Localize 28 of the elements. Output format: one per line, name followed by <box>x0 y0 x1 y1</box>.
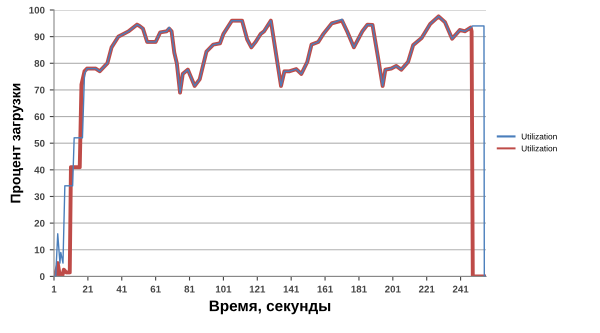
y-tick-label: 60 <box>34 113 45 120</box>
y-tick-label: 20 <box>34 220 45 227</box>
y-tick-label: 0 <box>40 273 45 280</box>
y-tick-label: 10 <box>34 246 45 254</box>
x-tick-label: 161 <box>318 286 333 293</box>
x-tick-label: 21 <box>82 286 94 292</box>
y-axis-title: Процент загрузки <box>10 84 24 203</box>
x-tick-label: 221 <box>418 286 435 292</box>
x-tick-label: 41 <box>116 286 127 292</box>
y-tick-label: 40 <box>34 166 45 174</box>
x-tick-label: 101 <box>216 286 232 293</box>
x-tick-label: 121 <box>250 286 266 292</box>
y-tick-label: 70 <box>34 86 45 94</box>
x-tick-label: 181 <box>351 286 367 293</box>
x-tick-label: 81 <box>184 286 195 293</box>
y-tick-label: 30 <box>34 193 45 200</box>
x-tick-label: 61 <box>150 286 161 293</box>
y-tick-label: 50 <box>34 140 45 147</box>
x-axis-title: Время, секунды <box>210 300 330 314</box>
y-tick-label: 80 <box>34 60 45 67</box>
y-tick-label: 100 <box>29 6 45 14</box>
x-tick-label: 201 <box>385 286 401 293</box>
x-tick-label: 141 <box>284 286 300 292</box>
x-tick-label: 241 <box>452 286 468 292</box>
x-tick-label: 1 <box>52 286 56 292</box>
y-tick-label: 90 <box>34 33 45 40</box>
legend-label: Utilization <box>522 145 557 152</box>
legend-label: Utilization <box>522 133 557 140</box>
